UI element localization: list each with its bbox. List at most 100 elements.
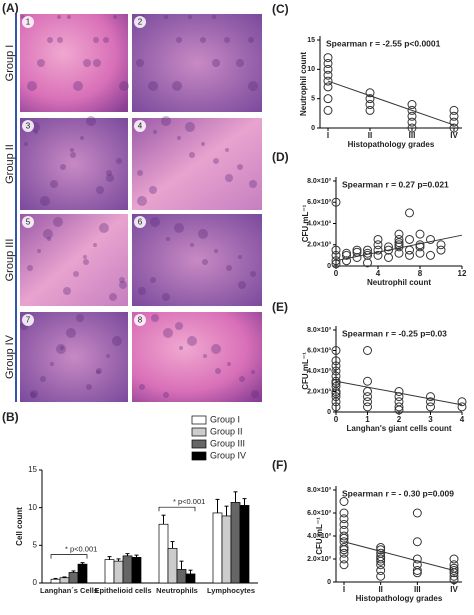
tissue-detail	[200, 37, 206, 43]
point	[339, 548, 349, 558]
point	[339, 520, 349, 529]
tissue-detail	[176, 37, 182, 43]
tissue-detail	[187, 336, 197, 346]
x-tick-label: I	[343, 585, 345, 594]
point	[394, 402, 404, 412]
x-tick-label: Lymphocytes	[207, 586, 255, 595]
tissue-detail	[60, 164, 66, 170]
tissue-detail	[86, 384, 92, 390]
point	[415, 242, 425, 252]
legend-swatch	[191, 451, 207, 461]
point	[331, 259, 341, 269]
x-axis-label: Histopathology grades	[348, 140, 435, 149]
tissue-detail	[239, 376, 245, 382]
tissue-detail	[166, 237, 170, 241]
number-badge	[22, 314, 34, 326]
y-tick-label: 4.0×10³	[307, 220, 332, 227]
point	[365, 105, 375, 115]
histology-image	[132, 312, 262, 402]
x-tick-label: III	[414, 585, 421, 594]
point	[449, 117, 459, 127]
bar	[212, 512, 223, 584]
y-axis-label: CFU.mL⁻¹	[315, 517, 324, 555]
histology-image	[132, 118, 262, 210]
point	[426, 234, 435, 244]
tissue-detail	[106, 170, 112, 176]
tissue-detail	[47, 37, 53, 43]
tissue-detail	[248, 81, 258, 91]
point	[412, 554, 422, 564]
tissue-detail	[93, 37, 99, 43]
tissue-detail	[225, 148, 229, 152]
point	[342, 256, 351, 266]
tissue-detail	[60, 346, 64, 350]
point	[394, 405, 404, 415]
point	[331, 402, 341, 412]
point	[394, 229, 404, 239]
point	[436, 240, 446, 250]
point	[342, 250, 351, 260]
legend-swatch	[191, 415, 207, 425]
x-tick-label: II	[378, 585, 382, 594]
legend-label: Group III	[210, 438, 245, 448]
panel-label: (F)	[272, 458, 287, 472]
annotation: * p<0.001	[65, 545, 97, 554]
point	[339, 560, 349, 570]
y-axis-label: Neutrophil count	[299, 52, 308, 116]
point	[323, 94, 333, 104]
point	[331, 371, 341, 381]
point	[376, 554, 386, 564]
tissue-detail	[57, 15, 61, 19]
y-tick-label: 8.0×10³	[307, 327, 332, 334]
point	[449, 568, 459, 578]
point	[384, 253, 393, 262]
x-axis-label: Histopathology grades	[356, 594, 443, 603]
point	[339, 531, 349, 541]
y-axis-label: Cell count	[15, 507, 24, 546]
bar	[68, 572, 79, 584]
tissue-detail	[86, 116, 96, 126]
y-tick-label: 2.0×10³	[307, 242, 332, 249]
image-number: 8	[138, 316, 143, 325]
tissue-detail	[73, 81, 83, 91]
point	[412, 537, 422, 547]
point	[407, 123, 417, 133]
y-tick-label: 0	[327, 409, 331, 416]
point	[394, 387, 404, 396]
tissue-detail	[93, 59, 101, 67]
y-tick-label: 6.0×10³	[307, 510, 332, 517]
x-axis-label: Langhan's giant cells count	[346, 424, 451, 433]
image-number: 3	[26, 122, 31, 131]
tissue-detail	[179, 346, 183, 350]
tissue-detail	[30, 390, 38, 398]
tissue-detail	[63, 287, 71, 295]
y-axis-label: CFU.mL⁻¹	[301, 352, 310, 390]
point	[426, 392, 435, 402]
histology-image	[132, 214, 262, 306]
x-tick-label: 2	[397, 415, 402, 424]
histology-image	[20, 14, 128, 112]
bar	[230, 502, 241, 584]
x-tick-label: 8	[418, 269, 423, 278]
point	[339, 508, 349, 518]
point	[331, 197, 341, 207]
y-tick-label: 2.0×10³	[307, 388, 332, 395]
point	[363, 258, 372, 268]
legend-swatch	[191, 427, 207, 437]
point	[339, 533, 349, 543]
point	[365, 88, 375, 98]
tissue-detail	[103, 37, 109, 43]
point	[384, 242, 393, 252]
number-badge	[134, 120, 146, 132]
point	[412, 508, 422, 518]
tissue-detail	[226, 265, 232, 271]
point	[376, 556, 386, 566]
tissue-detail	[150, 217, 160, 227]
tissue-detail	[251, 390, 259, 398]
tissue-detail	[161, 116, 171, 126]
tissue-detail	[96, 368, 102, 374]
histology-image	[20, 214, 128, 306]
point	[405, 208, 414, 218]
y-tick-label: 4.0×10³	[307, 368, 332, 375]
